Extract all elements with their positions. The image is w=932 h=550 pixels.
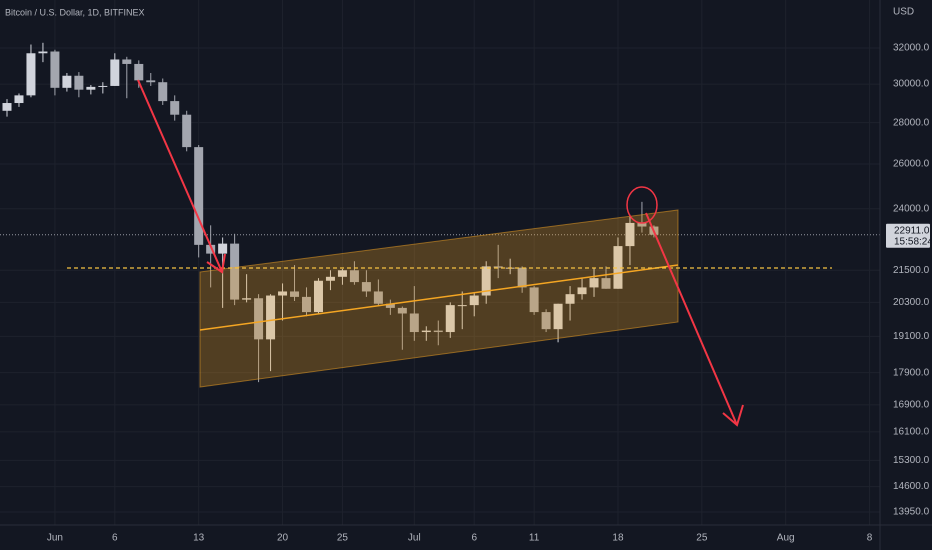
last-price-box [886, 223, 930, 248]
candle-body [577, 287, 587, 295]
y-tick-label: 16900.0 [893, 399, 930, 410]
candle-body [445, 305, 455, 333]
y-tick-label: 19100.0 [893, 331, 930, 342]
candle-body [194, 147, 204, 245]
candle-body [182, 114, 192, 148]
candle-body [361, 282, 371, 292]
candle-body [206, 244, 216, 254]
candle-body [134, 63, 144, 81]
candle-body [373, 291, 383, 304]
candle-body [98, 85, 108, 87]
x-tick-label: 18 [612, 533, 624, 544]
candle-body [517, 267, 527, 288]
y-tick-label: 26000.0 [893, 159, 930, 170]
candle-body [613, 246, 623, 289]
candle-body [50, 51, 60, 88]
candle-body [110, 59, 120, 86]
x-tick-label: 25 [337, 533, 349, 544]
channel [199, 209, 679, 388]
candle-body [493, 266, 503, 268]
last-price-label: 22911.0 [894, 225, 930, 236]
x-tick-label: Jun [47, 533, 63, 544]
candle-body [26, 53, 36, 96]
candle-body [541, 312, 551, 330]
x-tick-label: 6 [471, 533, 477, 544]
axes: 32000.0 30000.0 28000.0 26000.0 24000.0 21500… [47, 43, 932, 544]
x-tick-label: Aug [777, 533, 795, 544]
y-tick-label: 15300.0 [893, 455, 930, 466]
candle-body [637, 222, 647, 227]
candle-body [86, 86, 96, 90]
y-tick-label: 30000.0 [893, 79, 930, 90]
candle-body [421, 330, 431, 333]
drawings [67, 79, 832, 427]
x-tick-label: 8 [867, 533, 873, 544]
candles [2, 42, 659, 383]
candle-body [242, 298, 252, 300]
y-tick-label: 16100.0 [893, 427, 930, 438]
candle-body [122, 59, 132, 64]
candle-body [62, 75, 72, 88]
candle-body [601, 278, 611, 289]
candle-body [385, 303, 395, 308]
y-tick-label: 21500.0 [893, 265, 930, 276]
candle-body [565, 294, 575, 304]
candle-body [146, 80, 156, 83]
candle-body [158, 82, 168, 102]
candle-body [2, 103, 12, 111]
arrow [645, 212, 738, 426]
y-tick-label: 14600.0 [893, 481, 930, 492]
arrow [137, 79, 223, 273]
candle-body [230, 243, 240, 300]
x-tick-label: 6 [112, 533, 118, 544]
candle-body [254, 298, 264, 340]
candle-body [170, 101, 180, 115]
countdown-label: 15:58:24 [894, 236, 932, 247]
candle-body [38, 51, 48, 54]
candle-body [589, 278, 599, 288]
y-tick-label: 28000.0 [893, 117, 930, 128]
candle-body [397, 307, 407, 314]
candle-body [409, 313, 419, 333]
arrow-head [722, 404, 744, 427]
y-tick-label: 32000.0 [893, 43, 930, 54]
candle-body [302, 296, 311, 313]
candle-body [218, 243, 228, 254]
x-tick-label: 20 [277, 533, 289, 544]
candle-body [481, 266, 491, 296]
candle-body [553, 303, 563, 330]
y-tick-label: 20300.0 [893, 297, 930, 308]
y-tick-label: 17900.0 [893, 367, 930, 378]
candle-body [313, 280, 323, 313]
highlight-circle [626, 186, 658, 224]
x-tick-label: 13 [193, 533, 205, 544]
candle-body [325, 276, 335, 281]
channel-midline [199, 264, 679, 331]
candle-body [625, 222, 635, 247]
candle-body [457, 305, 467, 307]
x-tick-label: Jul [408, 533, 421, 544]
candle-body [266, 295, 276, 340]
arrow-head [206, 253, 226, 274]
candle-body [529, 287, 539, 313]
candle-body [433, 330, 443, 333]
y-tick-label: 13950.0 [893, 507, 930, 518]
candle-body [469, 295, 479, 306]
candle-body [14, 95, 24, 104]
candle-body [337, 270, 347, 277]
x-tick-label: 25 [696, 533, 708, 544]
x-tick-label: 11 [529, 533, 540, 544]
currency-label: USD [893, 7, 914, 18]
candle-body [74, 75, 84, 90]
candle-body [349, 270, 359, 283]
chart-title: Bitcoin / U.S. Dollar, 1D, BITFINEX [5, 7, 145, 17]
y-tick-label: 24000.0 [893, 203, 930, 214]
candle-body [290, 291, 300, 297]
candle-body [278, 291, 288, 296]
grid [0, 0, 880, 525]
